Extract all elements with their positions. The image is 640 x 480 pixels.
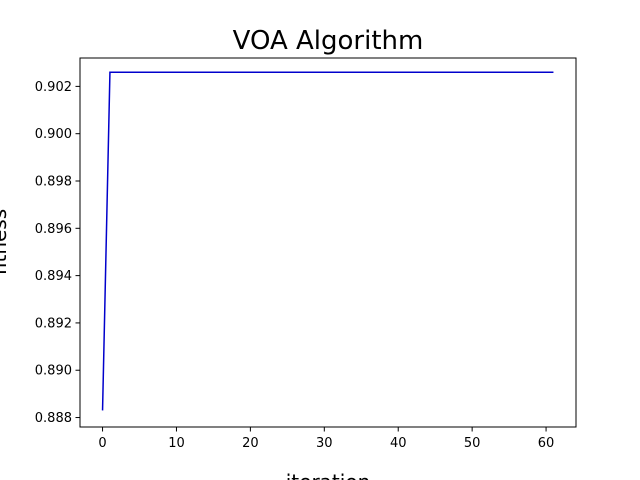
series-line-0 xyxy=(101,71,554,411)
x-tick-label: 40 xyxy=(390,436,407,451)
x-tick-label: 30 xyxy=(316,436,333,451)
y-tick-label: 0.894 xyxy=(35,269,72,284)
y-tick-label: 0.898 xyxy=(35,175,72,190)
y-tick-label: 0.888 xyxy=(35,411,72,426)
plot-area xyxy=(101,71,554,411)
y-axis-label: fitness xyxy=(0,209,11,275)
y-tick-label: 0.890 xyxy=(35,364,72,379)
y-tick-label: 0.900 xyxy=(35,127,72,142)
x-tick-label: 20 xyxy=(242,436,259,451)
y-tick-label: 0.892 xyxy=(35,316,72,331)
y-axis: 0.888 0.890 0.892 0.894 0.896 0.898 0.900 0.902 xyxy=(35,80,80,426)
x-axis-label: iteration xyxy=(286,470,371,480)
x-axis: 0 10 20 30 40 50 60 xyxy=(98,427,554,451)
x-tick-label: 50 xyxy=(464,436,481,451)
x-tick-label: 10 xyxy=(168,436,185,451)
y-tick-label: 0.902 xyxy=(35,80,72,95)
plot-frame xyxy=(79,57,577,428)
y-tick-label: 0.896 xyxy=(35,222,72,237)
chart-title: VOA Algorithm xyxy=(233,26,424,56)
x-tick-label: 60 xyxy=(538,436,555,451)
x-tick-label: 0 xyxy=(98,436,106,451)
